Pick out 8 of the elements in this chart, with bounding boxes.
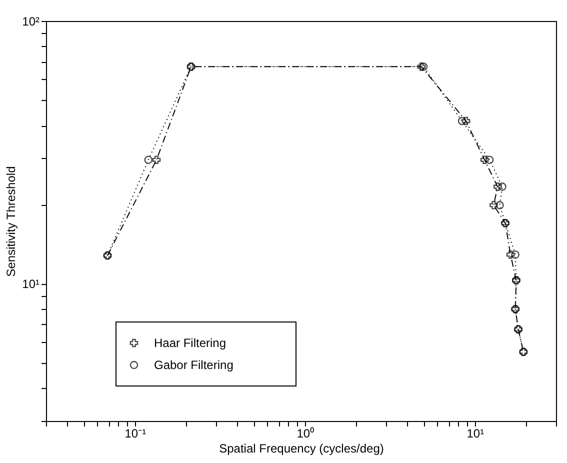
legend-label: Gabor Filtering: [154, 358, 234, 372]
x-tick-label: 10⁰: [296, 426, 314, 440]
legend-label: Haar Filtering: [154, 336, 226, 350]
y-axis-title: Sensitivity Threshold: [4, 166, 18, 277]
y-tick-label: 10²: [22, 14, 40, 28]
x-tick-label: 10¹: [466, 426, 484, 440]
x-axis-title: Spatial Frequency (cycles/deg): [219, 442, 384, 456]
x-tick-label: 10⁻¹: [124, 426, 146, 440]
